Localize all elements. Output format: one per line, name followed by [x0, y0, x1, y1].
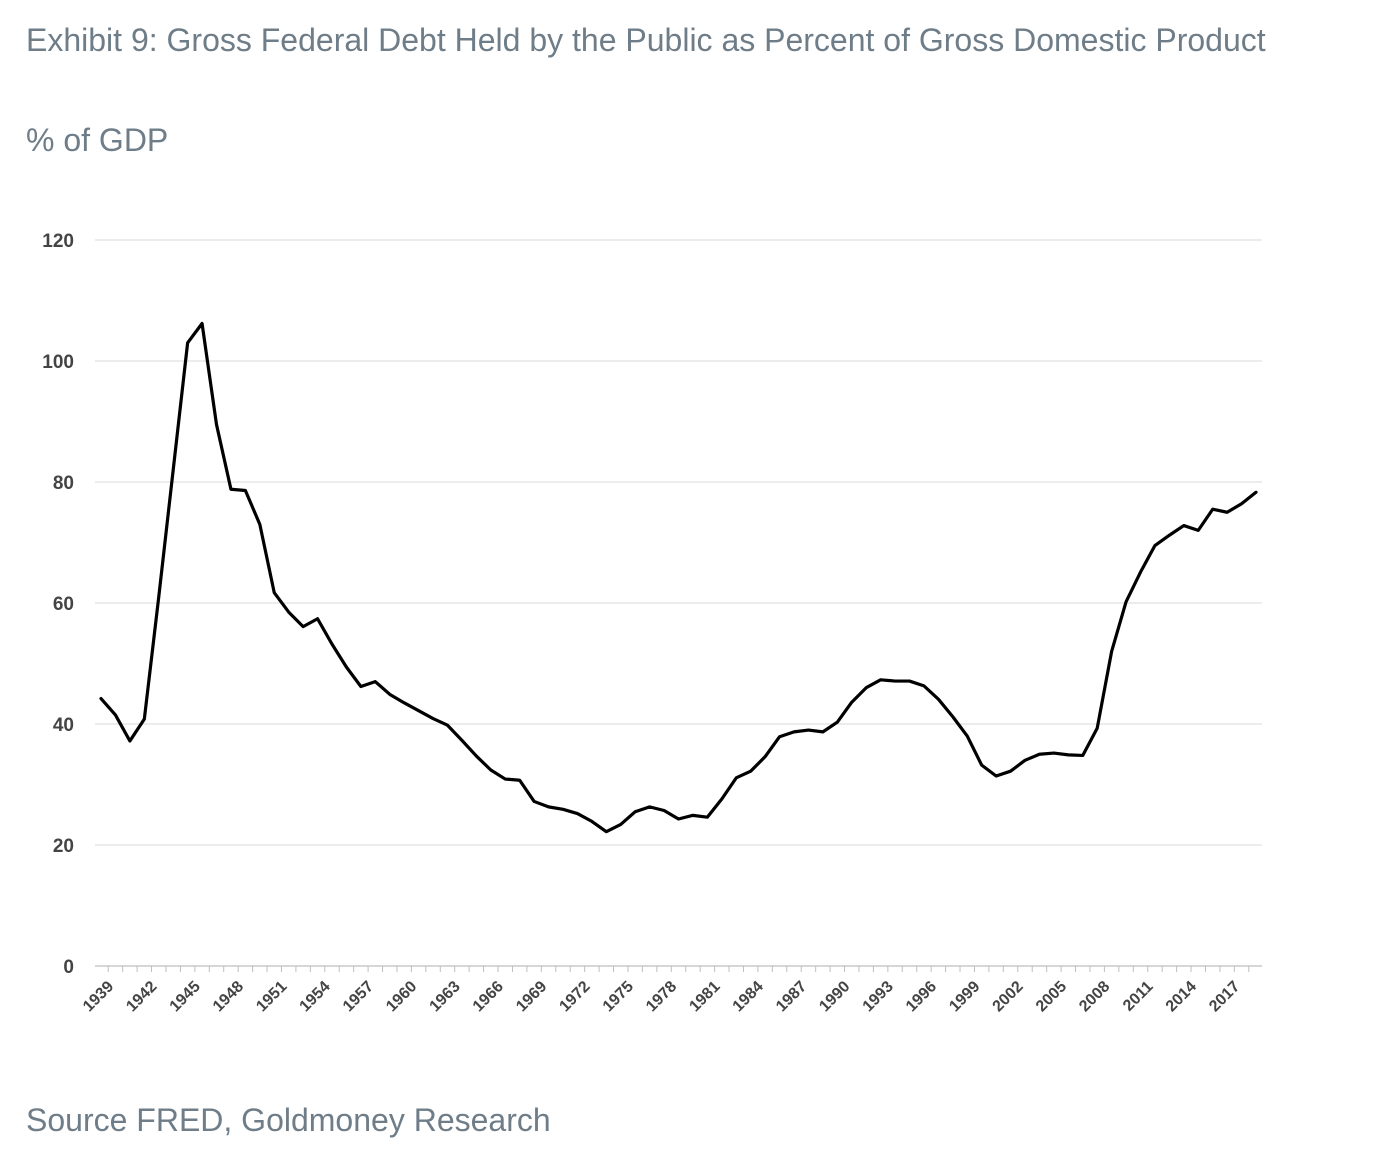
x-tick-label: 1996	[903, 978, 940, 1015]
x-tick-label: 1978	[643, 978, 680, 1015]
x-tick-label: 1990	[816, 978, 853, 1015]
y-axis-ticks: 0 20 40 60 80 100 120	[42, 231, 74, 978]
x-tick-label: 1948	[210, 978, 247, 1015]
x-tick-label: 2014	[1163, 978, 1200, 1015]
x-tick-label: 1963	[426, 978, 463, 1015]
x-tick-label: 2002	[990, 978, 1027, 1015]
x-tick-label: 2017	[1206, 978, 1243, 1015]
y-tick-label: 100	[42, 352, 74, 373]
x-tick-label: 1942	[123, 978, 160, 1015]
x-tick-label: 1981	[686, 978, 723, 1015]
y-tick-label: 0	[63, 957, 74, 978]
x-tick-label: 2008	[1076, 978, 1113, 1015]
x-tick-label: 1960	[383, 978, 420, 1015]
source-note: Source FRED, Goldmoney Research	[26, 1102, 551, 1139]
x-tick-label: 1999	[946, 978, 983, 1015]
series-group	[101, 323, 1256, 831]
x-axis	[95, 966, 1262, 972]
x-tick-label: 1945	[167, 978, 204, 1015]
x-tick-label: 1972	[556, 978, 593, 1015]
y-tick-label: 80	[53, 473, 74, 494]
line-chart: 0 20 40 60 80 100 120 1939 1942 1945 1948 1951 1954…	[0, 0, 1384, 1168]
y-tick-label: 120	[42, 231, 74, 252]
series-line-0	[101, 323, 1256, 831]
x-tick-label: 2011	[1120, 978, 1157, 1015]
x-tick-label: 1975	[600, 978, 637, 1015]
y-tick-label: 40	[53, 715, 74, 736]
x-tick-label: 1987	[773, 978, 810, 1015]
x-tick-label: 1954	[297, 978, 334, 1015]
x-axis-ticks: 1939 1942 1945 1948 1951 1954 1957 1960 1963 1966…	[80, 978, 1243, 1015]
x-tick-label: 1966	[470, 978, 507, 1015]
x-tick-label: 1969	[513, 978, 550, 1015]
x-tick-label: 1993	[860, 978, 897, 1015]
y-tick-label: 60	[53, 594, 74, 615]
y-tick-label: 20	[53, 836, 74, 857]
x-tick-label: 1957	[340, 978, 377, 1015]
x-tick-label: 2005	[1033, 978, 1070, 1015]
x-tick-label: 1984	[730, 978, 767, 1015]
gridlines	[95, 240, 1262, 845]
x-tick-label: 1951	[253, 978, 290, 1015]
x-tick-label: 1939	[80, 978, 117, 1015]
